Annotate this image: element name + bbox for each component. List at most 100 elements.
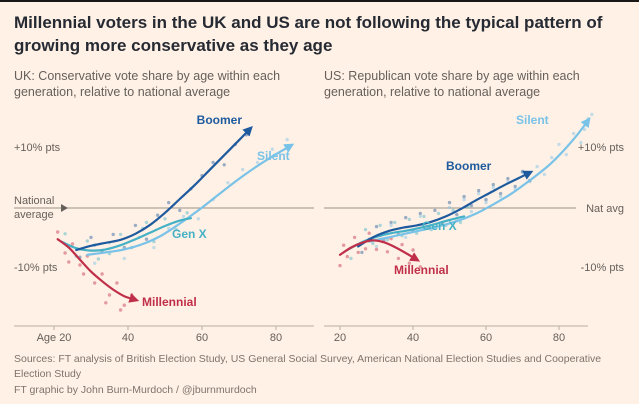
chart-panel-us: US: Republican vote share by age within … bbox=[324, 66, 624, 346]
scatter-dot bbox=[144, 220, 149, 224]
scatter-dot bbox=[458, 220, 463, 224]
y-label-plus10: +10% pts bbox=[578, 142, 624, 154]
scatter-dot bbox=[564, 152, 568, 157]
series-label-millennial: Millennial bbox=[142, 295, 197, 309]
scatter-dot bbox=[63, 231, 67, 236]
scatter-dot bbox=[462, 197, 466, 202]
scatter-dot bbox=[133, 223, 138, 227]
us-chart-subtitle: US: Republican vote share by age within … bbox=[324, 68, 580, 100]
scatter-dot bbox=[130, 293, 134, 297]
scatter-dot bbox=[270, 147, 274, 151]
scatter-dot bbox=[484, 200, 488, 205]
series-label-gen-x: Gen X bbox=[172, 227, 207, 241]
scatter-dot bbox=[104, 300, 108, 305]
x-tick-label: 20 bbox=[334, 332, 346, 344]
x-tick-label: 40 bbox=[122, 332, 134, 344]
scatter-dot bbox=[535, 164, 539, 169]
series-label-boomer: Boomer bbox=[197, 113, 243, 127]
scatter-dot bbox=[107, 293, 112, 297]
y-label-plus10: +10% pts bbox=[14, 142, 61, 154]
scatter-dot bbox=[469, 209, 474, 214]
scatter-dot bbox=[520, 169, 525, 173]
scatter-dot bbox=[85, 239, 90, 243]
scatter-dot bbox=[226, 180, 230, 185]
scatter-dot bbox=[389, 223, 393, 227]
scatter-dot bbox=[96, 257, 101, 261]
scatter-dot bbox=[491, 185, 495, 190]
scatter-dot bbox=[484, 197, 488, 202]
scatter-dot bbox=[469, 203, 474, 208]
scatter-dot bbox=[506, 176, 510, 181]
y-label-minus10: -10% pts bbox=[14, 262, 58, 274]
series-line-boomer bbox=[357, 170, 534, 248]
series-line-millennial bbox=[56, 237, 140, 303]
scatter-dot bbox=[345, 254, 349, 259]
chart-panel-uk: UK: Conservative vote share by age withi… bbox=[14, 66, 314, 346]
y-label-nat-avg: average bbox=[14, 209, 54, 221]
scatter-dot bbox=[407, 217, 412, 221]
series-label-silent: Silent bbox=[257, 149, 290, 163]
scatter-dot bbox=[389, 220, 393, 224]
scatter-dot bbox=[557, 142, 561, 146]
scatter-dot bbox=[349, 256, 353, 260]
scatter-dot bbox=[477, 191, 481, 196]
scatter-dot bbox=[404, 215, 408, 220]
scatter-dot bbox=[455, 212, 459, 217]
series-line-millennial bbox=[338, 239, 421, 262]
scatter-dot bbox=[93, 261, 97, 265]
scatter-dot bbox=[56, 230, 60, 234]
scatter-dot bbox=[418, 264, 422, 269]
scatter-dot bbox=[393, 220, 397, 224]
x-tick-label: 60 bbox=[196, 332, 208, 344]
scatter-dot bbox=[211, 160, 215, 164]
scatter-dot bbox=[579, 140, 583, 145]
series-line-gen-x bbox=[60, 216, 192, 252]
nat-average-pointer-icon bbox=[61, 203, 68, 212]
scatter-dot bbox=[155, 213, 160, 217]
scatter-dot bbox=[371, 241, 375, 245]
x-tick-label: 40 bbox=[407, 332, 419, 344]
x-tick-label: 80 bbox=[270, 332, 282, 344]
copyright-line: © FT bbox=[14, 402, 625, 404]
scatter-dot bbox=[513, 184, 517, 188]
series-label-boomer: Boomer bbox=[446, 159, 492, 173]
scatter-dot bbox=[89, 235, 93, 239]
scatter-dot bbox=[352, 235, 357, 239]
scatter-dot bbox=[167, 200, 171, 205]
scatter-dot bbox=[196, 216, 200, 221]
scatter-dot bbox=[93, 281, 97, 285]
scatter-dot bbox=[374, 247, 379, 251]
scatter-dot bbox=[118, 232, 123, 236]
series-label-millennial: Millennial bbox=[394, 263, 449, 277]
scatter-dot bbox=[462, 194, 466, 199]
x-tick-label: Age 20 bbox=[37, 332, 72, 344]
scatter-dot bbox=[70, 242, 75, 246]
series-line-boomer bbox=[75, 125, 253, 251]
uk-chart-subtitle: UK: Conservative vote share by age withi… bbox=[14, 68, 281, 100]
scatter-dot bbox=[411, 248, 415, 252]
scatter-dot bbox=[81, 272, 86, 276]
scatter-dot bbox=[122, 303, 127, 307]
scatter-dot bbox=[122, 256, 127, 260]
scatter-dot bbox=[385, 237, 390, 242]
sources-line: Sources: FT analysis of British Election… bbox=[14, 352, 602, 380]
scatter-dot bbox=[374, 224, 379, 229]
uk-chart: Age 20 40 60 80 +10% pts -10% pts National aver… bbox=[14, 113, 314, 344]
scatter-dot bbox=[378, 223, 382, 227]
scatter-dot bbox=[338, 263, 342, 268]
scatter-dot bbox=[385, 249, 390, 254]
scatter-dot bbox=[498, 191, 503, 196]
scatter-dot bbox=[447, 205, 452, 209]
scatter-dot bbox=[363, 246, 368, 251]
scatter-dot bbox=[63, 251, 67, 255]
scatter-dot bbox=[498, 194, 503, 199]
scatter-dot bbox=[185, 210, 189, 215]
scatter-dot bbox=[542, 172, 547, 176]
scatter-dot bbox=[174, 227, 178, 232]
scatter-dot bbox=[477, 188, 481, 193]
y-label-nat-avg: National bbox=[14, 195, 54, 207]
scatter-dot bbox=[255, 160, 260, 164]
scatter-dot bbox=[400, 242, 404, 247]
scatter-dot bbox=[367, 231, 371, 235]
